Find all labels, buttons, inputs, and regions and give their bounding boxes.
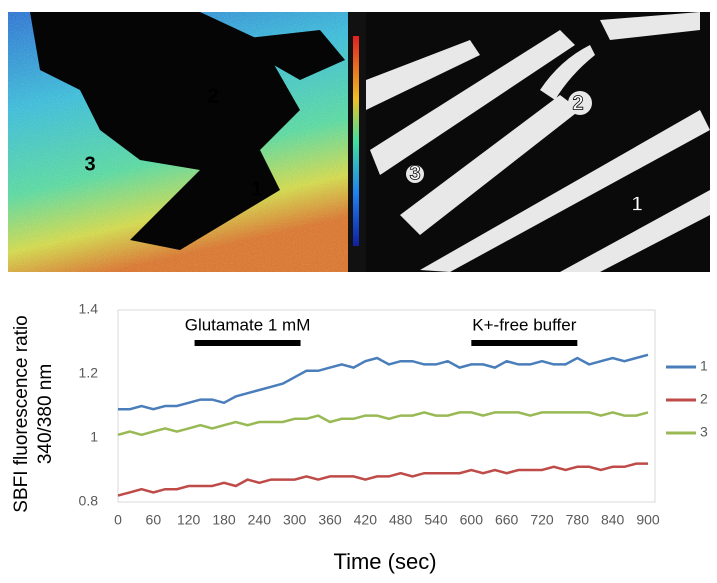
series-line bbox=[118, 353, 649, 411]
x-tick-label: 120 bbox=[177, 512, 201, 528]
x-tick-label: 660 bbox=[495, 512, 519, 528]
annotation-text: Glutamate 1 mM bbox=[185, 315, 311, 334]
image-label: 2 bbox=[207, 85, 218, 107]
plot-frame bbox=[117, 309, 656, 503]
x-tick-label: 840 bbox=[601, 512, 625, 528]
series-line bbox=[117, 462, 648, 497]
legend-label: 1 bbox=[700, 358, 708, 374]
heatmap-image bbox=[8, 12, 348, 272]
x-tick-label: 420 bbox=[354, 512, 378, 528]
y-tick-label: 0.8 bbox=[79, 493, 99, 509]
y-tick-label: 1.4 bbox=[79, 301, 99, 317]
image-label: 3 bbox=[409, 162, 420, 184]
y-tick-label: 1 bbox=[90, 429, 98, 445]
x-tick-label: 180 bbox=[212, 512, 236, 528]
colorbar bbox=[353, 36, 359, 246]
image-label: 2 bbox=[572, 92, 583, 114]
image-label: 3 bbox=[84, 153, 95, 175]
x-tick-label: 240 bbox=[248, 512, 272, 528]
x-tick-label: 360 bbox=[318, 512, 342, 528]
x-tick-label: 0 bbox=[114, 512, 122, 528]
x-tick-label: 900 bbox=[636, 512, 660, 528]
legend-label: 2 bbox=[700, 391, 708, 407]
fluorescence-image bbox=[366, 12, 710, 272]
series-line bbox=[117, 411, 649, 437]
x-tick-label: 300 bbox=[283, 512, 307, 528]
image-label: 1 bbox=[631, 193, 642, 215]
x-tick-label: 720 bbox=[530, 512, 554, 528]
y-axis-label: 340/380 nm bbox=[35, 364, 56, 464]
y-tick-label: 1.2 bbox=[79, 365, 99, 381]
x-tick-label: 600 bbox=[460, 512, 484, 528]
x-tick-label: 60 bbox=[146, 512, 162, 528]
x-tick-label: 480 bbox=[389, 512, 413, 528]
y-axis-label: SBFI fluorescence ratio bbox=[11, 315, 32, 512]
legend-label: 3 bbox=[700, 424, 708, 440]
annotation-text: K+-free buffer bbox=[472, 315, 576, 334]
x-tick-label: 540 bbox=[424, 512, 448, 528]
image-label: 1 bbox=[251, 178, 262, 200]
x-tick-label: 780 bbox=[566, 512, 590, 528]
x-axis-label: Time (sec) bbox=[333, 549, 436, 574]
